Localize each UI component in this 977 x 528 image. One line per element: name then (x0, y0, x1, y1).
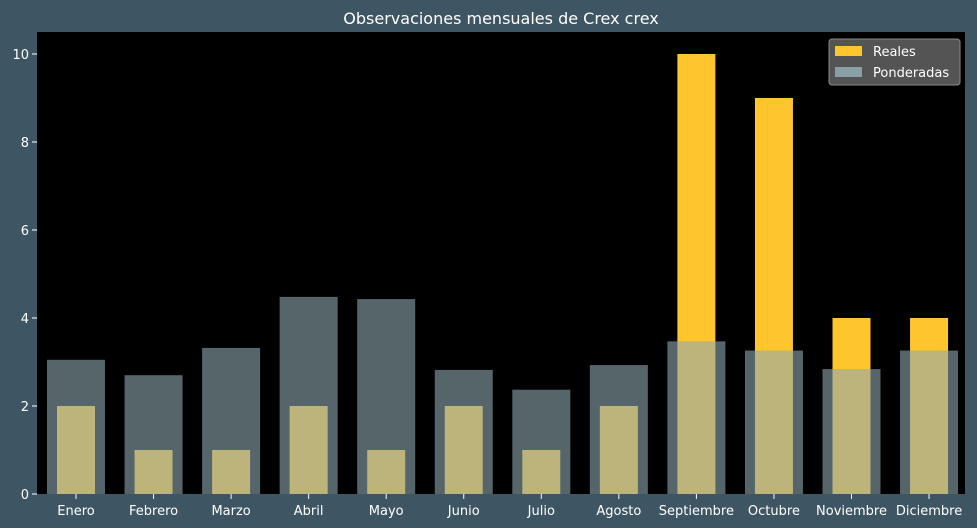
bar-ponderadas-marzo (202, 347, 261, 494)
bar-ponderadas-diciembre (900, 350, 959, 494)
legend: Reales Ponderadas (828, 38, 961, 86)
bar-ponderadas-junio (434, 369, 493, 494)
x-tick-label: Octubre (748, 504, 800, 519)
legend-label: Reales (873, 45, 916, 60)
x-tick-label: Mayo (369, 504, 404, 519)
y-tick-label: 2 (21, 400, 29, 415)
bar-ponderadas-abril (279, 296, 338, 494)
bar-ponderadas-septiembre (667, 341, 726, 494)
x-tick-label: Julio (527, 504, 555, 519)
bar-ponderadas-febrero (124, 375, 183, 494)
chart-title: Observaciones mensuales de Crex crex (343, 9, 658, 28)
bar-ponderadas-enero (47, 359, 105, 494)
legend-label: Ponderadas (873, 66, 949, 81)
x-tick-label: Enero (57, 504, 95, 519)
axes-layer: 0 2 4 6 8 10 Enero Febrero Marzo Abril Mayo Junio Ju… (12, 48, 962, 519)
x-tick-label: Febrero (129, 504, 178, 519)
legend-swatch-reales (835, 46, 862, 56)
bar-ponderadas-mayo (357, 299, 416, 494)
bar-ponderadas-noviembre (822, 369, 881, 494)
bar-ponderadas-julio (512, 389, 571, 494)
bar-ponderadas-agosto (589, 365, 648, 494)
y-tick-label: 0 (21, 488, 29, 503)
y-tick-label: 8 (21, 136, 29, 151)
legend-swatch-ponderadas (835, 67, 862, 77)
y-tick-label: 6 (21, 224, 29, 239)
y-tick-label: 10 (12, 48, 29, 63)
bar-ponderadas-octubre (744, 350, 803, 494)
y-tick-label: 4 (21, 312, 29, 327)
x-tick-label: Marzo (211, 504, 250, 519)
x-tick-label: Abril (294, 504, 324, 519)
bars-layer (47, 54, 959, 494)
x-tick-label: Diciembre (896, 504, 962, 519)
x-tick-label: Junio (447, 504, 480, 519)
plot-area (37, 32, 965, 494)
x-tick-label: Agosto (596, 504, 641, 519)
x-tick-label: Septiembre (659, 504, 734, 519)
x-tick-label: Noviembre (816, 504, 887, 519)
